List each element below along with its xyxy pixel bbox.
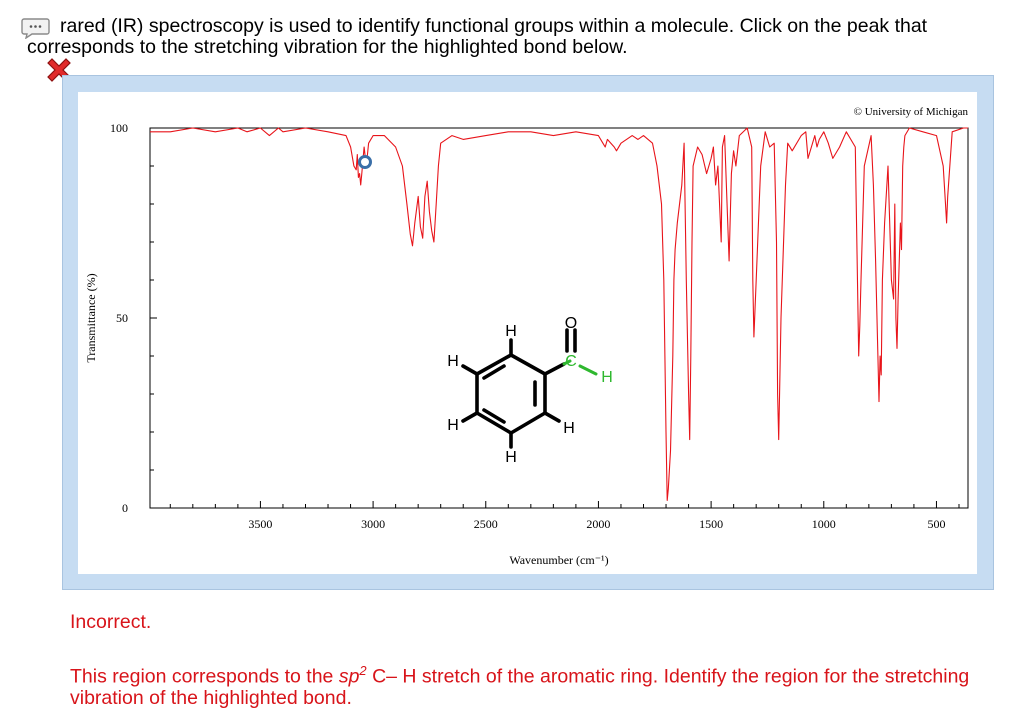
- click-marker: [358, 155, 372, 169]
- x-tick-label: 2500: [474, 517, 498, 531]
- atom-c-aldehyde: C: [565, 353, 577, 370]
- x-tick-label: 1000: [812, 517, 836, 531]
- x-tick-label: 500: [927, 517, 945, 531]
- feedback-title: Incorrect.: [70, 611, 152, 633]
- y-tick-label: 100: [110, 121, 128, 135]
- atom-h-left-bottom: H: [447, 417, 459, 434]
- x-tick-label: 2000: [586, 517, 610, 531]
- chat-bubble-icon[interactable]: [21, 17, 51, 40]
- y-tick-label: 50: [116, 311, 128, 325]
- atom-h-top: H: [505, 323, 517, 340]
- copyright-label: © University of Michigan: [854, 106, 969, 118]
- benzaldehyde-structure: H H H H H C O H: [447, 315, 613, 466]
- atom-h-bottom: H: [505, 449, 517, 466]
- x-axis-label: Wavenumber (cm⁻¹): [509, 553, 608, 567]
- spectrum-line[interactable]: [150, 127, 968, 501]
- x-tick-label: 3000: [361, 517, 385, 531]
- x-tick-label: 3500: [248, 517, 272, 531]
- atom-h-aldehyde: H: [601, 369, 613, 386]
- plot-frame: [149, 127, 969, 509]
- feedback-message: This region corresponds to the sp2 C– H …: [70, 663, 970, 709]
- ir-spectrum-chart[interactable]: © University of Michigan 0 50 100 3500 3000…: [78, 92, 977, 574]
- atom-h-left-top: H: [447, 353, 459, 370]
- atom-o: O: [565, 315, 577, 332]
- x-tick-label: 1500: [699, 517, 723, 531]
- question-text: rared (IR) spectroscopy is used to ident…: [27, 15, 928, 58]
- y-axis-label: Transmittance (%): [84, 273, 98, 362]
- atom-h-right-bottom: H: [563, 420, 575, 437]
- y-tick-label: 0: [122, 501, 128, 515]
